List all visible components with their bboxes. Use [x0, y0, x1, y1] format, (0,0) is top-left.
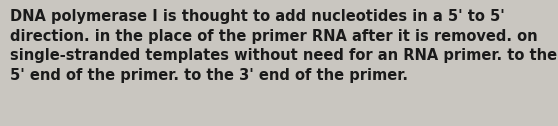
Text: DNA polymerase I is thought to add nucleotides in a 5' to 5'
direction. in the p: DNA polymerase I is thought to add nucle…: [10, 9, 557, 83]
